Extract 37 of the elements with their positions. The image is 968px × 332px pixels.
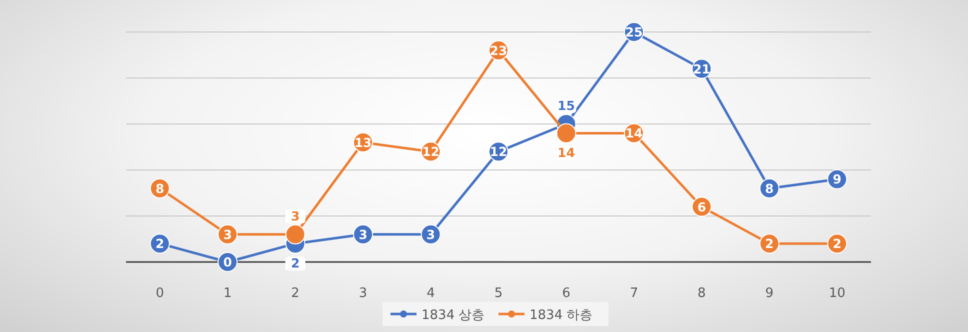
- x-tick-label: 10: [828, 286, 846, 301]
- data-label: 15: [558, 98, 575, 113]
- x-tick-label: 2: [291, 286, 300, 301]
- data-label: 14: [625, 126, 643, 141]
- data-label: 3: [223, 226, 232, 242]
- data-label: 12: [422, 144, 440, 160]
- data-label: 6: [697, 199, 706, 214]
- data-label: 3: [358, 226, 368, 242]
- data-label: 23: [490, 42, 508, 58]
- x-tick-label: 7: [630, 286, 638, 301]
- x-tick-label: 3: [358, 286, 368, 301]
- data-label: 13: [354, 134, 372, 150]
- legend-label: 1834 상층: [422, 308, 485, 323]
- data-label: 14: [558, 145, 576, 160]
- data-label: 8: [156, 180, 164, 196]
- x-tick-label: 6: [562, 286, 570, 301]
- data-label: 2: [832, 236, 842, 252]
- point: [285, 224, 306, 244]
- x-tick-label: 1: [223, 286, 232, 301]
- data-label: 2: [765, 236, 774, 252]
- data-label: 2: [290, 256, 300, 271]
- x-tick-label: 8: [698, 286, 706, 301]
- data-label: 21: [692, 61, 710, 76]
- data-label: 3: [426, 226, 436, 242]
- point: [556, 123, 576, 144]
- data-label: 9: [832, 172, 842, 187]
- x-tick-label: 0: [156, 286, 164, 301]
- data-label: 0: [223, 254, 232, 270]
- data-label: 3: [290, 208, 300, 224]
- data-label: 8: [765, 180, 774, 196]
- data-label: 2: [156, 236, 164, 252]
- x-tick-label: 5: [494, 286, 503, 301]
- legend-label: 1834 하층: [530, 308, 593, 323]
- data-label: 12: [490, 144, 508, 160]
- data-label: 25: [625, 24, 643, 40]
- x-tick-label: 9: [765, 286, 774, 301]
- x-tick-label: 4: [426, 286, 435, 301]
